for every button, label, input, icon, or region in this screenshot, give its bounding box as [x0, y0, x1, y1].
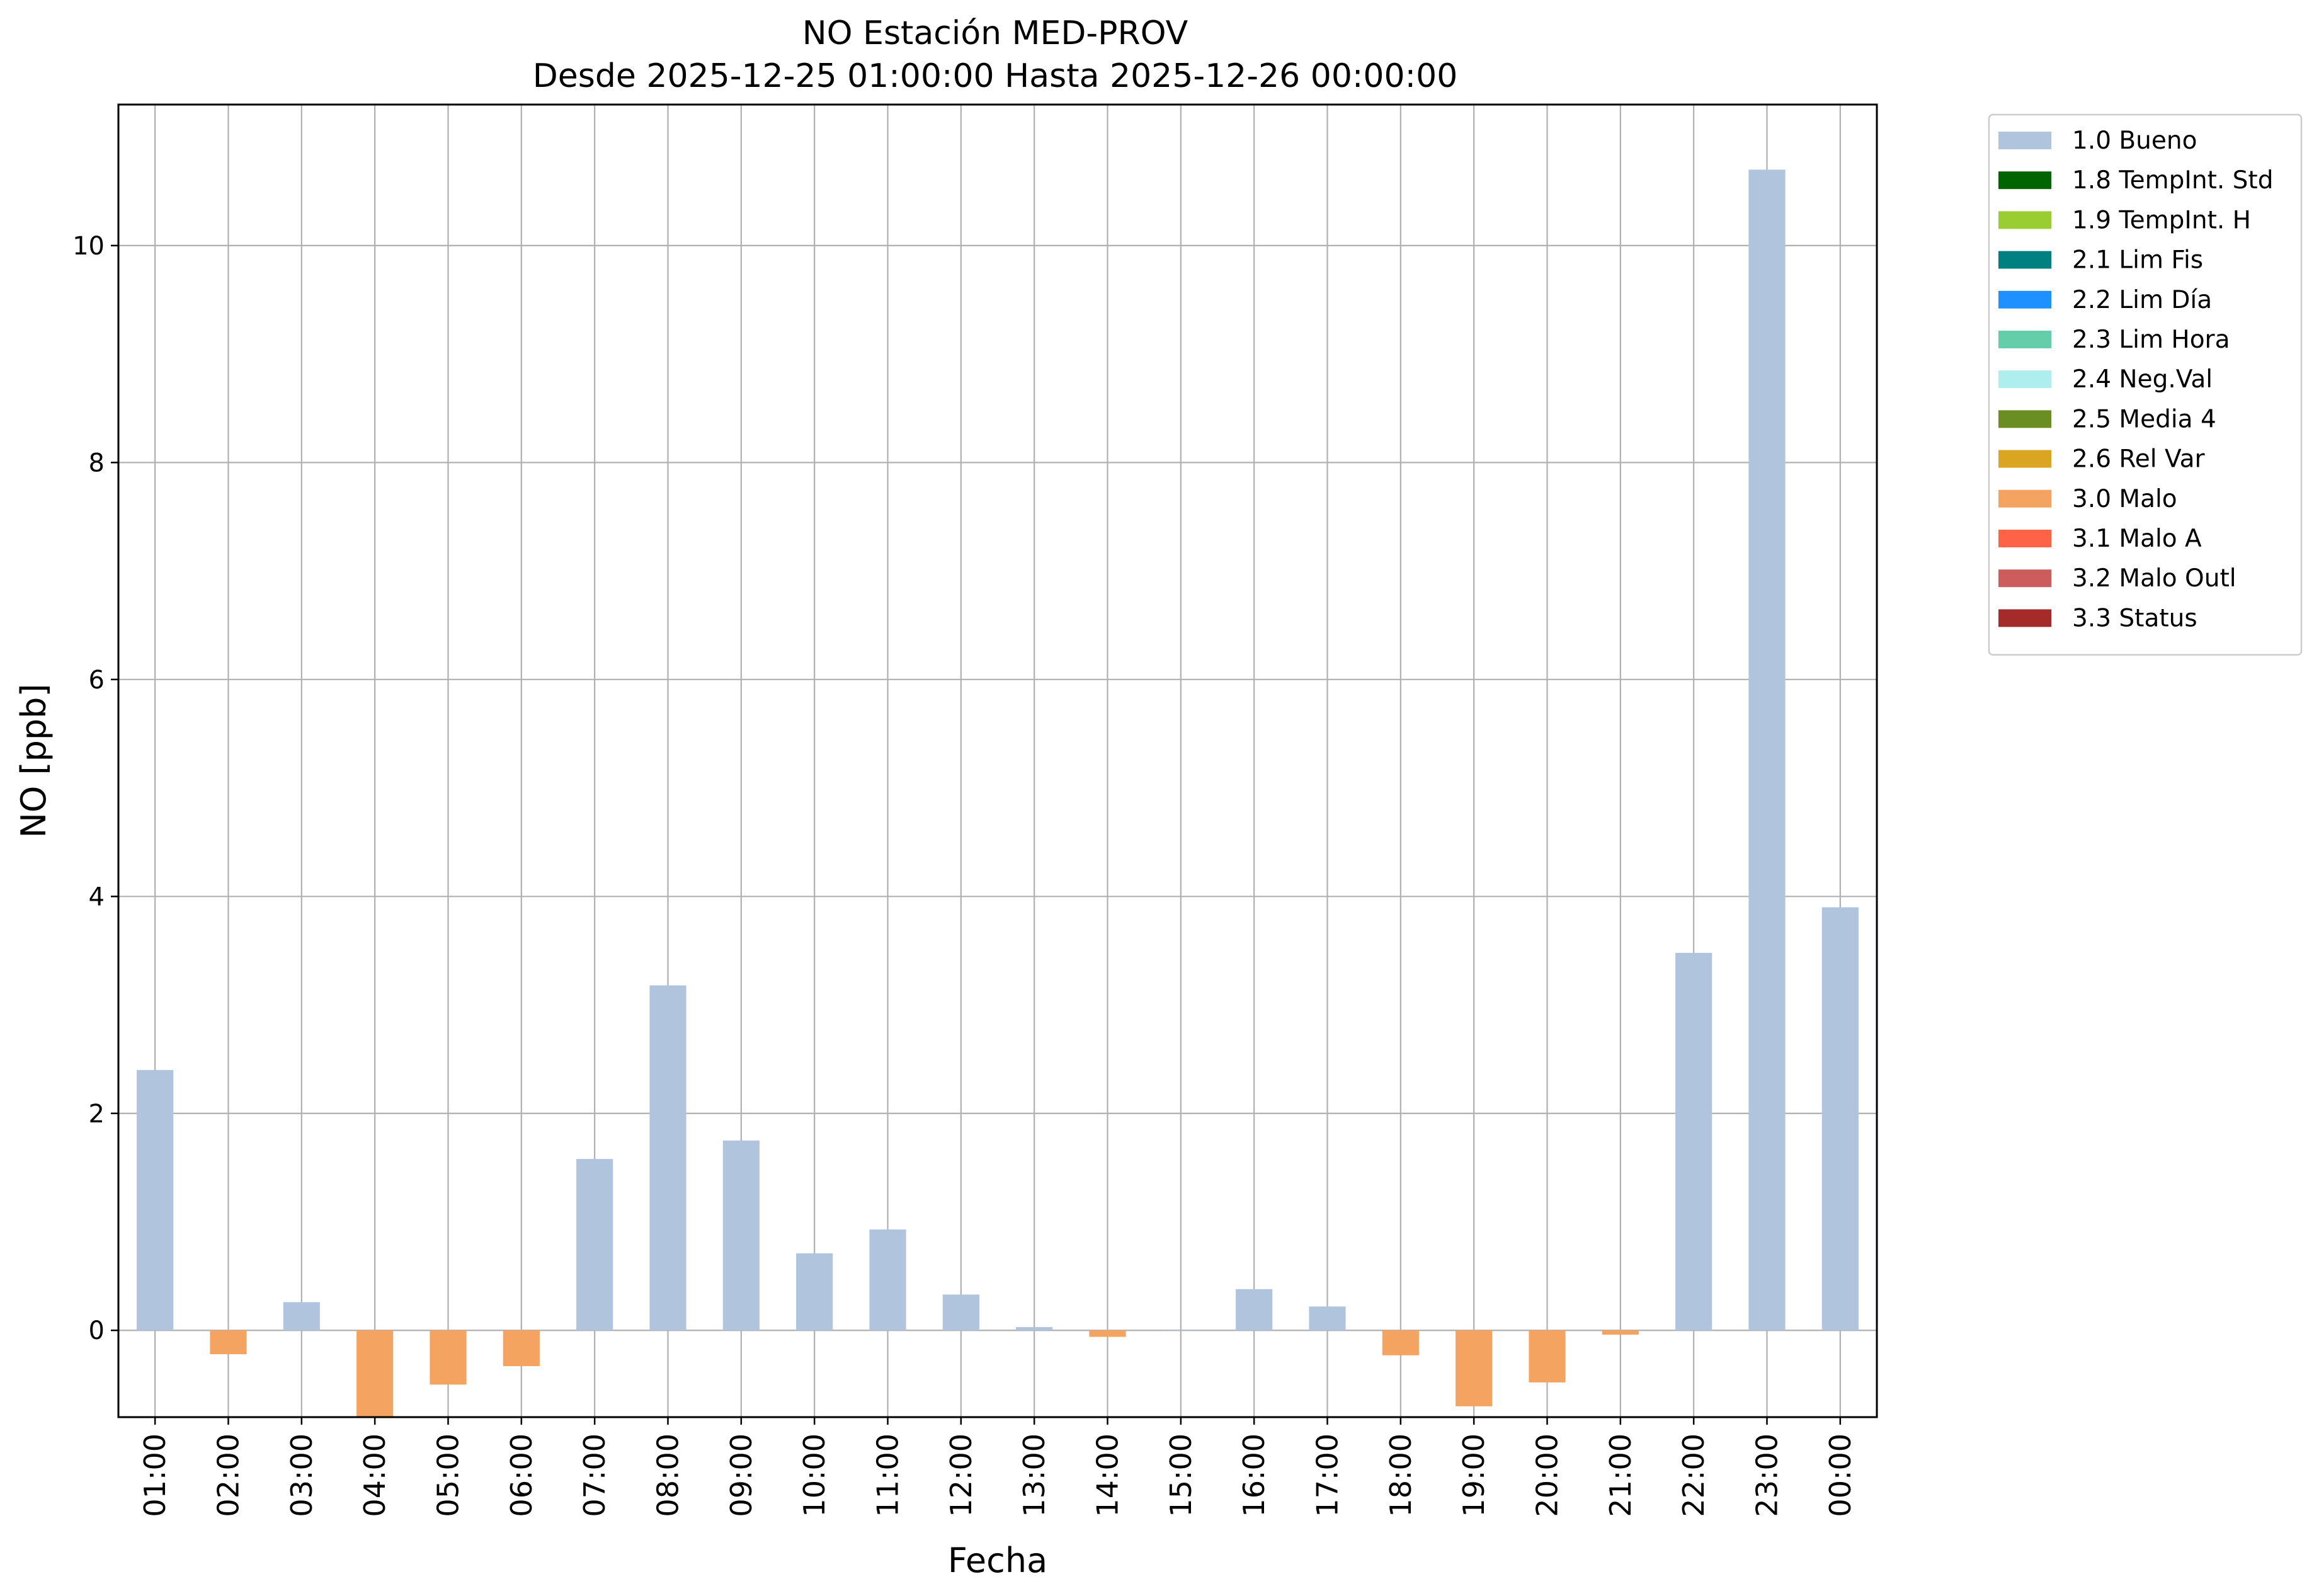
legend-swatch: [1998, 370, 2051, 389]
bar-0000: [1821, 907, 1859, 1331]
legend-swatch: [1998, 290, 2051, 309]
bar-1400: [1089, 1330, 1126, 1337]
legend-label: 2.3 Lim Hora: [2072, 326, 2230, 354]
bar-0500: [430, 1330, 467, 1385]
bar-2000: [1529, 1330, 1566, 1382]
legend-label: 2.5 Media 4: [2072, 405, 2216, 433]
x-tick-label: 05:00: [431, 1434, 465, 1517]
bar-0700: [576, 1159, 613, 1331]
bar-1200: [942, 1294, 979, 1331]
x-tick-label: 12:00: [944, 1434, 978, 1517]
x-axis: 01:00 02:00 03:00 04:00 05:00 06:00 07:00 08:00…: [138, 1417, 1857, 1517]
plot-frame: [117, 103, 1878, 1418]
x-tick-label: 07:00: [578, 1434, 612, 1517]
x-tick-label: 11:00: [871, 1434, 905, 1517]
bar-1000: [796, 1253, 833, 1331]
legend-label: 3.1 Malo A: [2072, 525, 2202, 553]
x-tick-label: 14:00: [1091, 1434, 1125, 1517]
legend-swatch: [1998, 251, 2051, 269]
y-tick-label: 8: [89, 448, 105, 477]
bar-0600: [503, 1330, 540, 1367]
x-tick-label: 17:00: [1311, 1434, 1345, 1517]
bars: [137, 169, 1859, 1417]
x-tick-label: 09:00: [724, 1434, 758, 1517]
legend-swatch: [1998, 569, 2051, 588]
x-axis-label: Fecha: [948, 1541, 1047, 1580]
legend-swatch: [1998, 450, 2051, 468]
y-tick-label: 10: [72, 232, 105, 261]
legend-label: 2.6 Rel Var: [2072, 445, 2206, 474]
bar-2200: [1675, 952, 1712, 1331]
x-tick-label: 08:00: [651, 1434, 685, 1517]
bar-0800: [649, 985, 687, 1331]
y-axis: 0 2 4 6 8 10: [72, 232, 118, 1345]
x-tick-label: 18:00: [1384, 1434, 1418, 1517]
x-tick-label: 13:00: [1017, 1434, 1051, 1517]
legend-label: 3.2 Malo Outl: [2072, 564, 2236, 593]
y-tick-label: 6: [89, 666, 105, 695]
y-tick-label: 0: [89, 1316, 105, 1345]
x-tick-label: 00:00: [1823, 1434, 1857, 1517]
legend-label: 1.0 Bueno: [2072, 127, 2197, 155]
bar-0100: [137, 1069, 174, 1331]
legend-label: 3.0 Malo: [2072, 485, 2177, 513]
x-tick-label: 06:00: [504, 1434, 538, 1517]
x-tick-label: 04:00: [358, 1434, 392, 1517]
legend-swatch: [1998, 410, 2051, 428]
x-tick-label: 02:00: [212, 1434, 246, 1517]
legend-swatch: [1998, 331, 2051, 348]
x-tick-label: 22:00: [1677, 1434, 1711, 1517]
bar-0400: [356, 1330, 394, 1417]
bar-1500: [1162, 1330, 1199, 1331]
legend-swatch: [1998, 211, 2051, 229]
bar-1600: [1236, 1289, 1273, 1331]
bar-0200: [210, 1330, 247, 1355]
legend: 1.0 Bueno 1.8 TempInt. Std 1.9 TempInt. H 2…: [1988, 113, 2303, 656]
x-tick-label: 03:00: [285, 1434, 319, 1517]
bar-2100: [1602, 1330, 1639, 1335]
y-tick-label: 4: [89, 882, 105, 911]
bar-1100: [869, 1229, 906, 1331]
chart-title: NO Estación MED-PROV: [802, 14, 1188, 52]
bar-1800: [1382, 1330, 1419, 1355]
legend-label: 2.2 Lim Día: [2072, 286, 2212, 314]
legend-swatch: [1998, 171, 2051, 190]
y-tick-label: 2: [89, 1100, 105, 1129]
legend-label: 2.1 Lim Fis: [2072, 246, 2203, 275]
x-tick-label: 21:00: [1604, 1434, 1638, 1517]
legend-swatch: [1998, 132, 2051, 149]
bar-1300: [1016, 1327, 1053, 1331]
bar-1900: [1456, 1330, 1493, 1406]
bar-0300: [283, 1302, 320, 1331]
bar-0900: [722, 1140, 760, 1331]
x-tick-label: 16:00: [1237, 1434, 1271, 1517]
bar-1700: [1309, 1306, 1346, 1331]
y-axis-label: NO [ppb]: [14, 683, 54, 838]
x-tick-label: 15:00: [1164, 1434, 1198, 1517]
x-tick-label: 19:00: [1457, 1434, 1491, 1517]
x-tick-label: 01:00: [138, 1434, 172, 1517]
legend-label: 1.9 TempInt. H: [2072, 206, 2251, 234]
chart-subtitle: Desde 2025-12-25 01:00:00 Hasta 2025-12-…: [533, 57, 1458, 95]
legend-box: [1988, 113, 2303, 656]
legend-swatch: [1998, 530, 2051, 547]
legend-swatch: [1998, 609, 2051, 627]
bar-2300: [1748, 169, 1786, 1331]
x-tick-label: 10:00: [797, 1434, 831, 1517]
legend-label: 2.4 Neg.Val: [2072, 365, 2213, 394]
x-tick-label: 20:00: [1530, 1434, 1564, 1517]
grid: [118, 105, 1877, 1417]
x-tick-label: 23:00: [1750, 1434, 1784, 1517]
legend-swatch: [1998, 489, 2051, 508]
legend-label: 1.8 TempInt. Std: [2072, 166, 2273, 195]
legend-label: 3.3 Status: [2072, 604, 2197, 632]
